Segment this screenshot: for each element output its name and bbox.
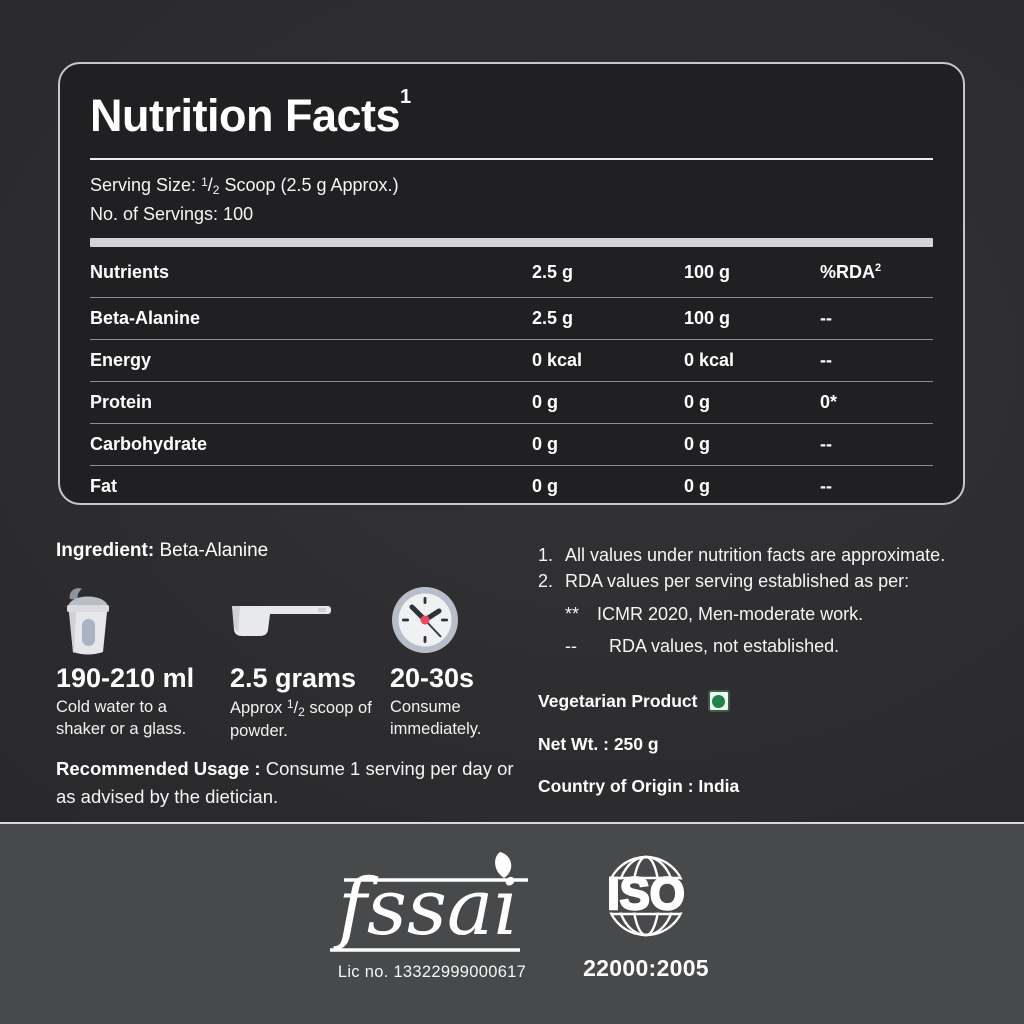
ingredient-line: Ingredient: Beta-Alanine xyxy=(56,540,541,562)
recommended-usage-label: Recommended Usage : xyxy=(56,757,261,779)
nutrient-per-100g: 0 g xyxy=(684,476,711,496)
step-scoop: 2.5 grams Approx 1/2 scoop of powder. xyxy=(230,583,390,743)
country-of-origin: Country of Origin : India xyxy=(538,776,740,797)
nutrient-per-100g: 100 g xyxy=(684,308,731,328)
note-line: 1. All values under nutrition facts are a… xyxy=(538,545,946,565)
subnote-line: ** ICMR 2020, Men-moderate work. xyxy=(565,603,864,624)
nutrient-rda: -- xyxy=(820,434,832,454)
serving-size-value: Scoop (2.5 g Approx.) xyxy=(219,175,399,195)
nutrition-facts-panel: Nutrition Facts1 Serving Size: 1/2 Scoop… xyxy=(58,62,965,505)
panel-title: Nutrition Facts1 xyxy=(90,86,933,142)
nutrient-per-serving: 0 g xyxy=(532,392,559,412)
table-row: Carbohydrate 0 g 0 g -- xyxy=(90,423,933,465)
note-line: 2. RDA values per serving established as … xyxy=(538,571,910,592)
table-row: Fat 0 g 0 g -- xyxy=(90,465,933,507)
iso-cert-number: 22000:2005 xyxy=(583,955,709,981)
step-text: Cold water to a shaker or a glass. xyxy=(56,698,187,738)
title-footnote-marker: 1 xyxy=(400,86,411,108)
col-header-per-serving: 2.5 g xyxy=(532,261,574,282)
serving-size-label: Serving Size: xyxy=(90,175,202,195)
usage-steps: 190-210 ml Cold water to a shaker or a g… xyxy=(56,583,541,743)
nutrient-per-100g: 0 g xyxy=(684,434,711,454)
certification-footer: fssai Lic no. 13322999000617 ISO 22000:2… xyxy=(0,822,1024,1024)
col-header-per-100g: 100 g xyxy=(684,261,731,282)
clock-icon xyxy=(390,583,530,657)
nutrient-rda: 0* xyxy=(820,392,838,412)
step-time: 20-30s Consume immediately. xyxy=(390,583,530,743)
servings-count-line: No. of Servings: 100 xyxy=(90,204,254,224)
half-fraction: 1/2 xyxy=(286,697,305,719)
recommended-usage: Recommended Usage : Consume 1 serving pe… xyxy=(56,757,514,808)
nutrient-name: Beta-Alanine xyxy=(90,308,201,328)
leaf-icon xyxy=(495,852,512,878)
fssai-wordmark-text: fssai xyxy=(333,863,518,953)
nutrient-per-serving: 0 g xyxy=(532,434,559,454)
table-header-row: Nutrients 2.5 g 100 g %RDA2 xyxy=(90,247,933,297)
notes-section: 1. All values under nutrition facts are a… xyxy=(538,542,988,797)
step-heading: 20-30s xyxy=(390,663,475,693)
net-weight: Net Wt. : 250 g xyxy=(538,734,659,755)
col-header-rda: %RDA2 xyxy=(820,261,882,282)
step-text: Consume immediately. xyxy=(390,698,482,738)
step-text: Approx 1/2 scoop of powder. xyxy=(230,697,372,740)
iso-wordmark-text: ISO xyxy=(607,868,685,919)
rda-footnote-marker: 2 xyxy=(875,261,882,274)
iso-logo: ISO 22000:2005 xyxy=(578,848,714,982)
nutrient-per-serving: 2.5 g xyxy=(532,308,574,328)
nutrient-rda: -- xyxy=(820,350,832,370)
col-header-nutrients: Nutrients xyxy=(90,261,170,282)
table-row: Beta-Alanine 2.5 g 100 g -- xyxy=(90,297,933,339)
title-divider xyxy=(90,158,933,160)
table-row: Energy 0 kcal 0 kcal -- xyxy=(90,339,933,381)
fssai-license-number: Lic no. 13322999000617 xyxy=(337,963,527,981)
ingredient-label: Ingredient: xyxy=(56,540,155,561)
nutrient-name: Carbohydrate xyxy=(90,434,208,454)
scoop-icon xyxy=(230,583,390,657)
table-top-bar xyxy=(90,238,933,247)
serving-size-line: Serving Size: 1/2 Scoop (2.5 g Approx.) xyxy=(90,175,933,197)
nutrient-name: Fat xyxy=(90,476,117,496)
step-heading: 2.5 grams xyxy=(230,663,357,693)
nutrient-per-100g: 0 g xyxy=(684,392,711,412)
half-fraction: 1/2 xyxy=(201,175,220,197)
vegetarian-row: Vegetarian Product xyxy=(538,690,988,713)
table-row: Protein 0 g 0 g 0* xyxy=(90,381,933,423)
shaker-icon xyxy=(56,583,230,657)
ingredient-value: Beta-Alanine xyxy=(154,540,269,561)
nutrient-name: Protein xyxy=(90,392,153,412)
vegetarian-label: Vegetarian Product xyxy=(538,690,698,711)
step-water: 190-210 ml Cold water to a shaker or a g… xyxy=(56,583,230,743)
nutrient-per-serving: 0 g xyxy=(532,476,559,496)
nutrient-per-serving: 0 kcal xyxy=(532,350,583,370)
nutrient-rda: -- xyxy=(820,308,832,328)
subnote-line: -- RDA values, not established. xyxy=(565,636,840,657)
veg-mark-icon xyxy=(707,690,730,713)
nutrient-rda: -- xyxy=(820,476,832,496)
nutrient-name: Energy xyxy=(90,350,152,370)
panel-title-text: Nutrition Facts xyxy=(90,90,401,141)
usage-section: Ingredient: Beta-Alanine 190-210 ml Cold… xyxy=(56,540,541,812)
step-heading: 190-210 ml xyxy=(56,663,195,693)
nutrient-per-100g: 0 kcal xyxy=(684,350,735,370)
fssai-logo: fssai Lic no. 13322999000617 xyxy=(330,850,534,982)
